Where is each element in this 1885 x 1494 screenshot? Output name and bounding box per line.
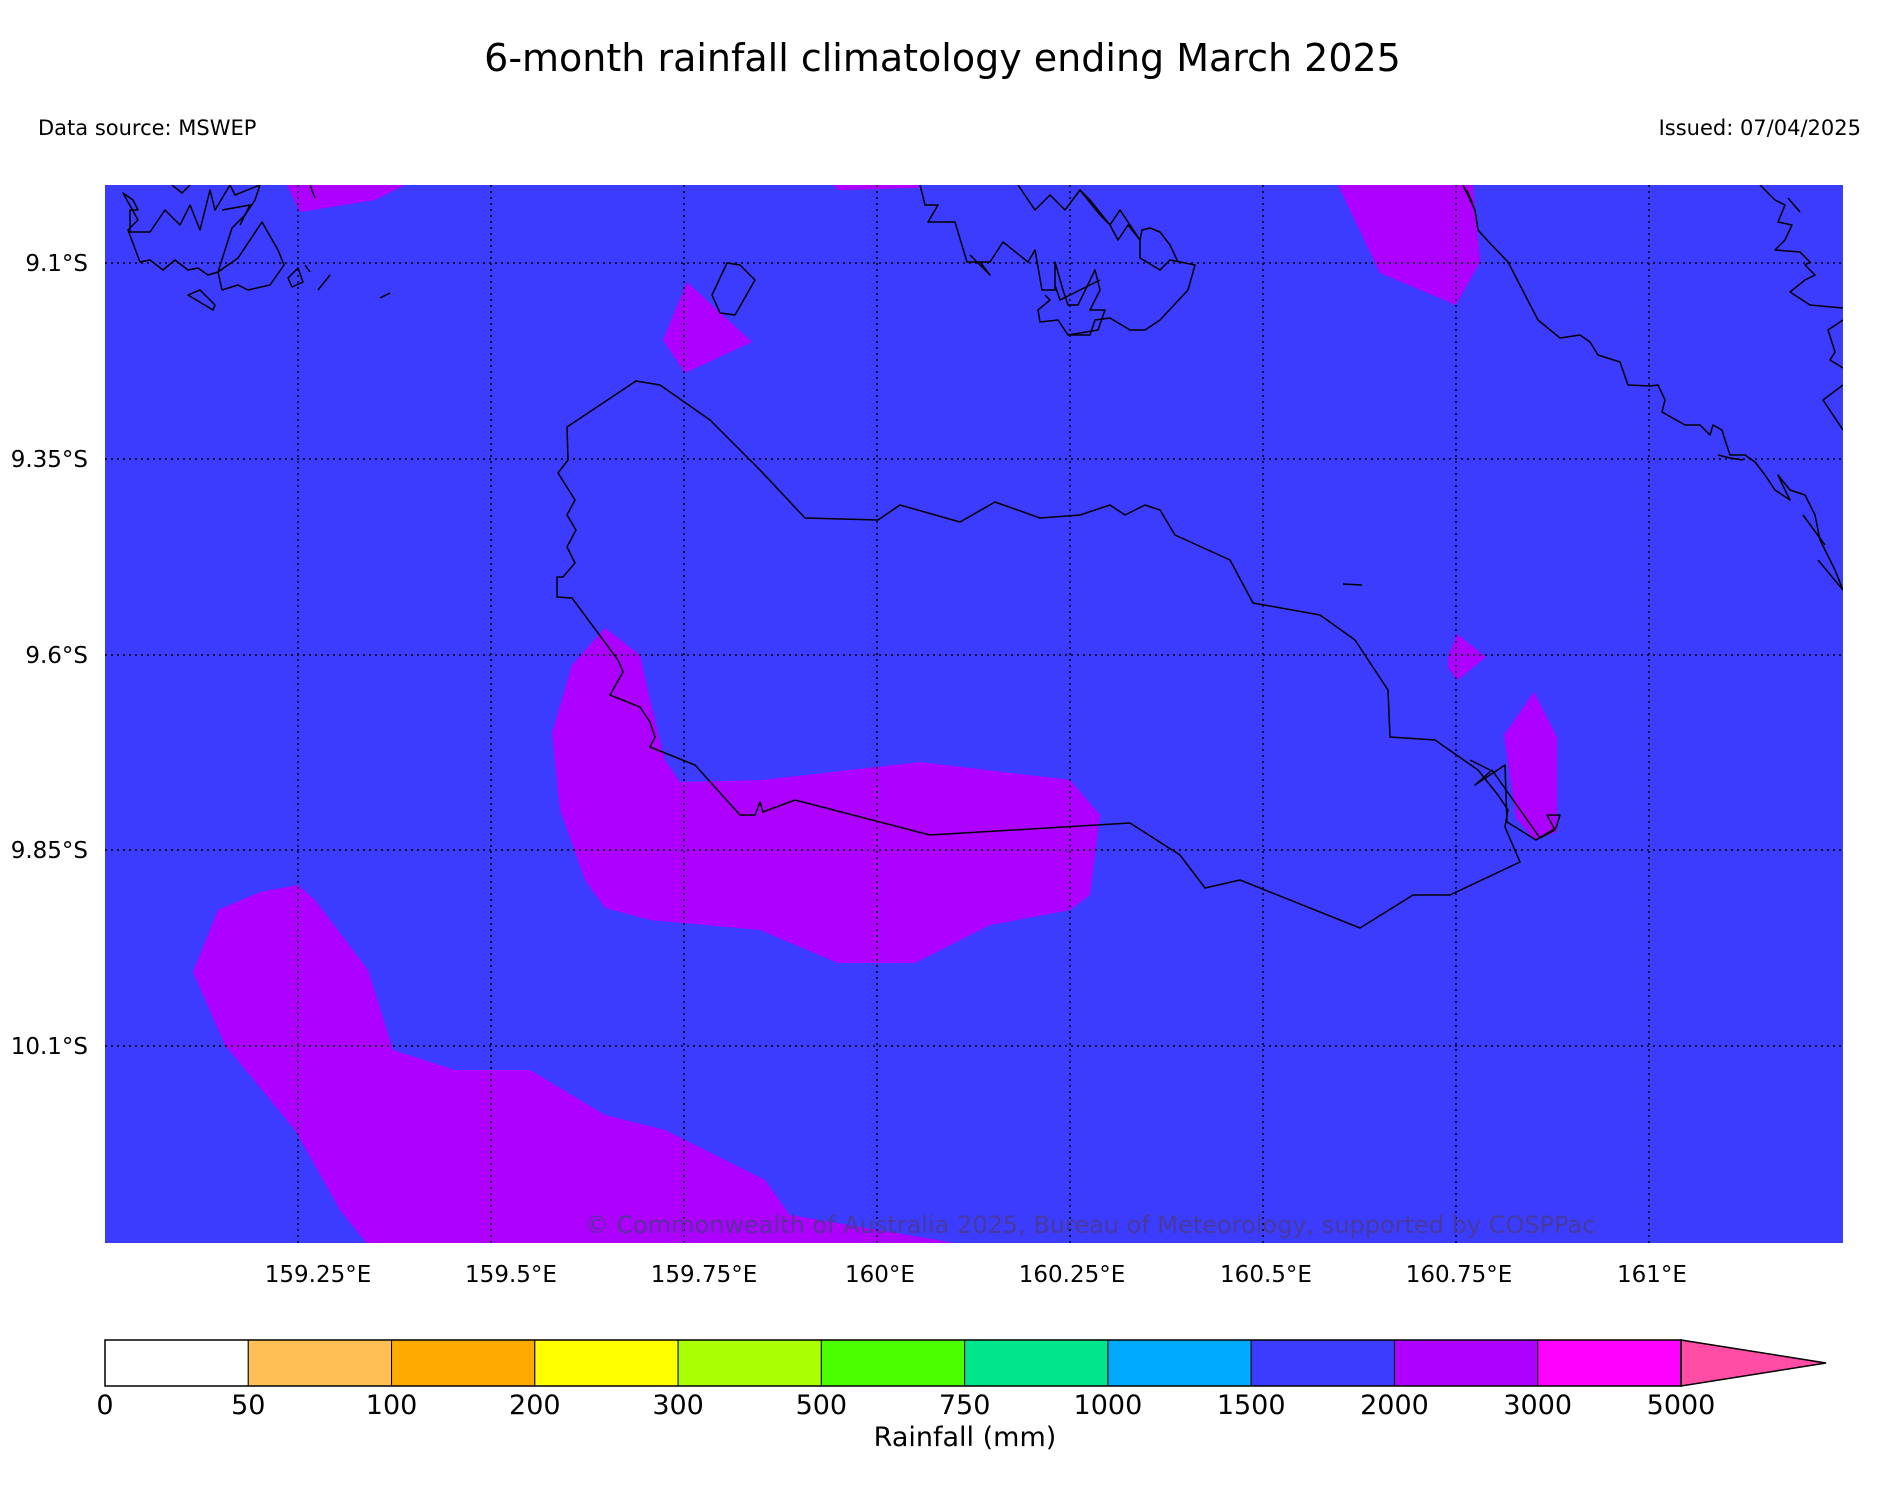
coastline-malaita (1802, 514, 1843, 591)
coastline-malaita (1827, 319, 1843, 369)
lon-label: 159.25°E (265, 1262, 372, 1288)
colorbar-tick-label: 3000 (1503, 1390, 1572, 1421)
lon-label: 160.5°E (1220, 1262, 1312, 1288)
colorbar-label: Rainfall (mm) (874, 1422, 1057, 1453)
coastline-islet (1342, 583, 1363, 586)
rainfall-region-2000-3000 (833, 185, 920, 190)
coastline-islet (309, 185, 316, 199)
colorbar-segment (964, 1339, 1109, 1387)
coastline-northern-islands (1017, 185, 1196, 336)
coastline-islet (379, 292, 391, 299)
lat-label: 9.85°S (11, 838, 88, 864)
rainfall-region-2000-3000 (287, 185, 405, 212)
coastline-malaita (1787, 197, 1801, 213)
lon-label: 160°E (845, 1262, 915, 1288)
coastline-islet (221, 204, 251, 226)
copyright-notice: © Commonwealth of Australia 2025, Bureau… (585, 1211, 1596, 1239)
lat-label: 10.1°S (11, 1034, 88, 1060)
coastline-florida-islands (287, 264, 331, 291)
colorbar-outline (104, 1339, 1682, 1387)
coastline-islet (1469, 759, 1491, 771)
lon-label: 161°E (1617, 1262, 1687, 1288)
colorbar-segment (391, 1339, 536, 1387)
colorbar-segment (534, 1339, 679, 1387)
issued-date-label: Issued: 07/04/2025 (1658, 116, 1861, 140)
colorbar-segment (104, 1339, 249, 1387)
colorbar-segment (677, 1339, 822, 1387)
colorbar-segment (820, 1339, 966, 1387)
coastline-guadalcanal (556, 380, 1521, 929)
colorbar-tick-label: 500 (796, 1390, 848, 1421)
rainfall-region-2000-3000 (1448, 634, 1486, 680)
colorbar-segment (247, 1339, 393, 1387)
coastline-malaita (1822, 384, 1843, 431)
colorbar-tick-label: 1500 (1217, 1390, 1286, 1421)
coastline-malaita (1462, 185, 1843, 591)
coastline-northern-islands (1079, 189, 1141, 241)
colorbar-tick-label: 0 (96, 1390, 113, 1421)
coastline-islet (1474, 764, 1561, 841)
coastline-northern-islands (1139, 227, 1179, 263)
rainfall-region-2000-3000 (1504, 692, 1557, 840)
rainfall-region-2000-3000 (552, 628, 1100, 963)
lon-label: 159.75°E (651, 1262, 758, 1288)
coastline-northern-islands (969, 254, 991, 276)
lon-label: 160.25°E (1019, 1262, 1126, 1288)
coastline-florida-islands (217, 221, 285, 291)
rainfall-region-2000-3000 (1338, 185, 1480, 305)
colorbar-tick-label: 2000 (1360, 1390, 1429, 1421)
coastline-malaita (1759, 185, 1843, 309)
lat-label: 9.1°S (25, 251, 88, 277)
colorbar-segment (1107, 1339, 1252, 1387)
colorbar-tick-label: 1000 (1074, 1390, 1143, 1421)
lat-label: 9.6°S (25, 643, 88, 669)
colorbar-tick-label: 5000 (1647, 1390, 1716, 1421)
colorbar-segment (1537, 1339, 1682, 1387)
coastline-malaita (1466, 189, 1474, 206)
map-title: 6-month rainfall climatology ending Marc… (484, 36, 1401, 80)
colorbar-tick-label: 100 (366, 1390, 418, 1421)
colorbar-tick-label: 50 (231, 1390, 265, 1421)
coastline-small-island (711, 262, 756, 316)
rainfall-region-2000-3000 (663, 282, 752, 373)
rainfall-region-2000-3000 (193, 885, 955, 1243)
data-source-label: Data source: MSWEP (38, 116, 257, 140)
colorbar-tick-label: 200 (509, 1390, 561, 1421)
colorbar-segment (1393, 1339, 1539, 1387)
lat-label: 9.35°S (11, 447, 88, 473)
lon-label: 160.75°E (1406, 1262, 1513, 1288)
lon-label: 159.5°E (465, 1262, 557, 1288)
coastline-florida-islands (122, 185, 261, 276)
colorbar-tick-label: 300 (652, 1390, 704, 1421)
colorbar-segment (1250, 1339, 1395, 1387)
colorbar-extend-arrow (1680, 1339, 1827, 1387)
coastline-northern-islands (1054, 279, 1101, 301)
colorbar-tick-label: 750 (939, 1390, 991, 1421)
coastline-florida-islands (171, 185, 216, 311)
coastline-northern-islands (919, 185, 1106, 336)
